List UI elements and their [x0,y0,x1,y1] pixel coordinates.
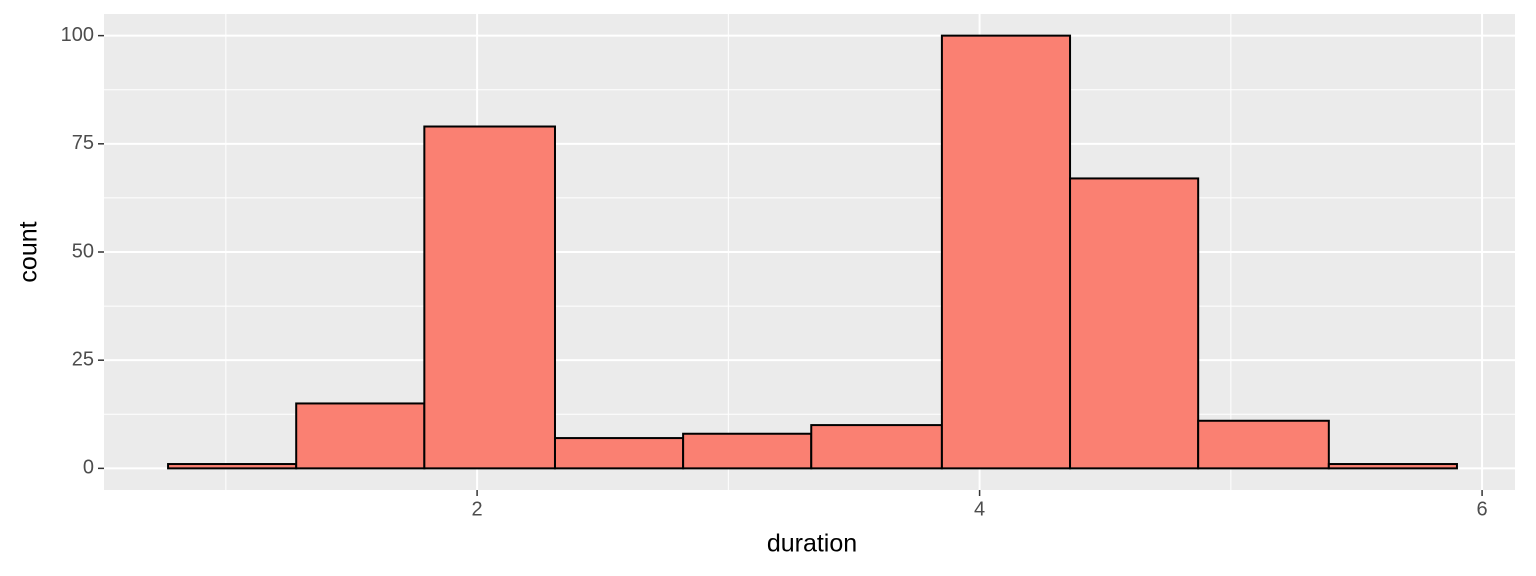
bar [1069,177,1200,470]
y-tick-label: 50 [72,240,94,262]
bar [810,424,943,470]
x-tick-label: 4 [974,498,985,520]
bars [167,34,1458,470]
x-axis-title: duration [767,530,857,558]
y-tick-label: 100 [61,24,94,46]
bar [1327,463,1458,470]
axes: 2 4 6 0 25 50 75 100 [61,24,1488,520]
y-tick-label: 25 [72,348,94,370]
bar [940,34,1072,470]
bar [553,437,685,470]
y-tick-label: 0 [83,457,94,479]
bar [295,402,426,470]
bar [682,432,813,470]
bar [1197,419,1330,470]
y-tick-label: 75 [72,132,94,154]
x-tick-label: 6 [1477,498,1488,520]
y-axis-title: count [15,221,43,282]
bar [423,125,556,470]
bar [167,463,298,470]
x-tick-label: 2 [472,498,483,520]
